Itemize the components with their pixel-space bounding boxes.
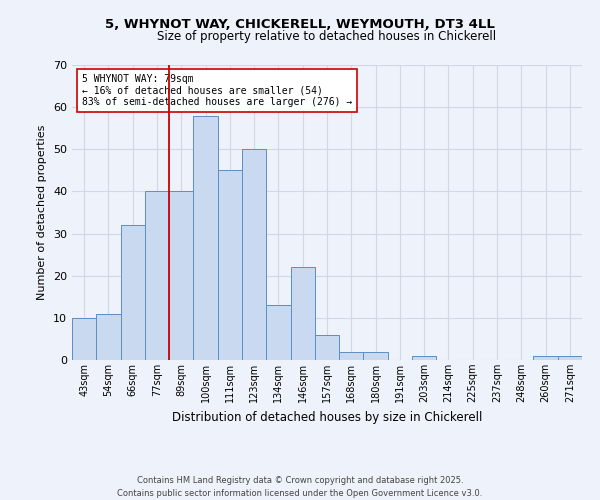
Bar	[364, 352, 388, 360]
X-axis label: Distribution of detached houses by size in Chickerell: Distribution of detached houses by size …	[172, 410, 482, 424]
Text: 5 WHYNOT WAY: 79sqm
← 16% of detached houses are smaller (54)
83% of semi-detach: 5 WHYNOT WAY: 79sqm ← 16% of detached ho…	[82, 74, 352, 107]
Bar	[218, 170, 242, 360]
Bar	[72, 318, 96, 360]
Bar	[169, 192, 193, 360]
Bar	[558, 356, 582, 360]
Bar	[193, 116, 218, 360]
Y-axis label: Number of detached properties: Number of detached properties	[37, 125, 47, 300]
Text: Contains HM Land Registry data © Crown copyright and database right 2025.
Contai: Contains HM Land Registry data © Crown c…	[118, 476, 482, 498]
Text: 5, WHYNOT WAY, CHICKERELL, WEYMOUTH, DT3 4LL: 5, WHYNOT WAY, CHICKERELL, WEYMOUTH, DT3…	[105, 18, 495, 30]
Title: Size of property relative to detached houses in Chickerell: Size of property relative to detached ho…	[157, 30, 497, 43]
Bar	[121, 225, 145, 360]
Bar	[242, 150, 266, 360]
Bar	[266, 305, 290, 360]
Bar	[96, 314, 121, 360]
Bar	[412, 356, 436, 360]
Bar	[145, 192, 169, 360]
Bar	[533, 356, 558, 360]
Bar	[290, 268, 315, 360]
Bar	[315, 334, 339, 360]
Bar	[339, 352, 364, 360]
